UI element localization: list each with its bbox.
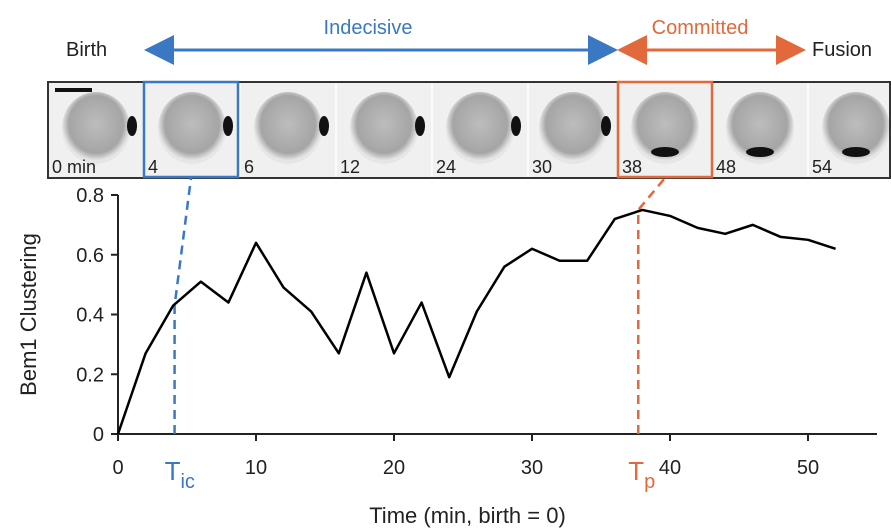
cell <box>539 92 607 164</box>
frame-label: 48 <box>716 157 736 177</box>
data-line <box>116 208 836 435</box>
annotation-label: Tic <box>165 456 195 493</box>
y-tick-label: 0 <box>93 424 104 446</box>
cell <box>822 92 890 164</box>
frame-highlight <box>142 80 240 179</box>
bem1-spot <box>842 147 870 157</box>
cell <box>446 92 514 164</box>
frame-label: 4 <box>148 157 158 177</box>
y-tick-label: 0.8 <box>76 185 104 207</box>
annotation-line <box>173 177 193 434</box>
phase-committed: Committed <box>652 17 749 39</box>
frame-highlight <box>616 80 714 179</box>
annotation-subscript: ic <box>180 471 194 493</box>
bem1-spot <box>415 116 425 136</box>
annotation-text: T <box>628 456 644 486</box>
bem1-spot <box>319 116 329 136</box>
cell <box>350 92 418 164</box>
frame-label: 12 <box>340 157 360 177</box>
annotation-line <box>637 177 666 434</box>
bem1-spot <box>651 147 679 157</box>
y-tick-label: 0.6 <box>76 245 104 267</box>
x-axis-label: Time (min, birth = 0) <box>369 503 566 528</box>
phase-indecisive: Indecisive <box>324 17 413 39</box>
annotation-text: T <box>165 456 181 486</box>
cell <box>726 92 794 164</box>
bem1-spot <box>746 147 774 157</box>
annotation-label: Tp <box>628 456 655 493</box>
phase-fusion: Fusion <box>812 39 872 61</box>
y-tick-label: 0.2 <box>76 364 104 386</box>
bem1-spot <box>223 116 233 136</box>
strip-border <box>47 81 891 179</box>
frame-label: 24 <box>436 157 456 177</box>
x-tick-label: 0 <box>112 457 123 479</box>
frame-label: 6 <box>244 157 254 177</box>
frame-label: 54 <box>812 157 832 177</box>
plot: 0 0.2 0.4 0.6 0.8 0 10 20 30 40 50 Time (min, birth… <box>16 177 877 528</box>
phase-birth: Birth <box>66 39 107 61</box>
x-tick-label: 50 <box>797 457 819 479</box>
cell <box>158 92 226 164</box>
bem1-spot <box>511 116 521 136</box>
x-tick-label: 20 <box>383 457 405 479</box>
x-tick-label: 10 <box>245 457 267 479</box>
bem1-spot <box>127 116 137 136</box>
cell <box>631 92 699 164</box>
cell <box>62 92 130 164</box>
frame-label: 0 min <box>52 157 96 177</box>
cell <box>254 92 322 164</box>
frame-label: 38 <box>622 157 642 177</box>
x-tick-label: 30 <box>521 457 543 479</box>
annotation-subscript: p <box>644 471 655 493</box>
y-axis-label: Bem1 Clustering <box>16 233 41 396</box>
image-strip: 0 min 4 6 12 24 30 38 48 54 <box>47 80 891 179</box>
bem1-spot <box>601 116 611 136</box>
frame-label: 30 <box>532 157 552 177</box>
x-tick-label: 40 <box>659 457 681 479</box>
y-tick-label: 0.4 <box>76 305 104 327</box>
